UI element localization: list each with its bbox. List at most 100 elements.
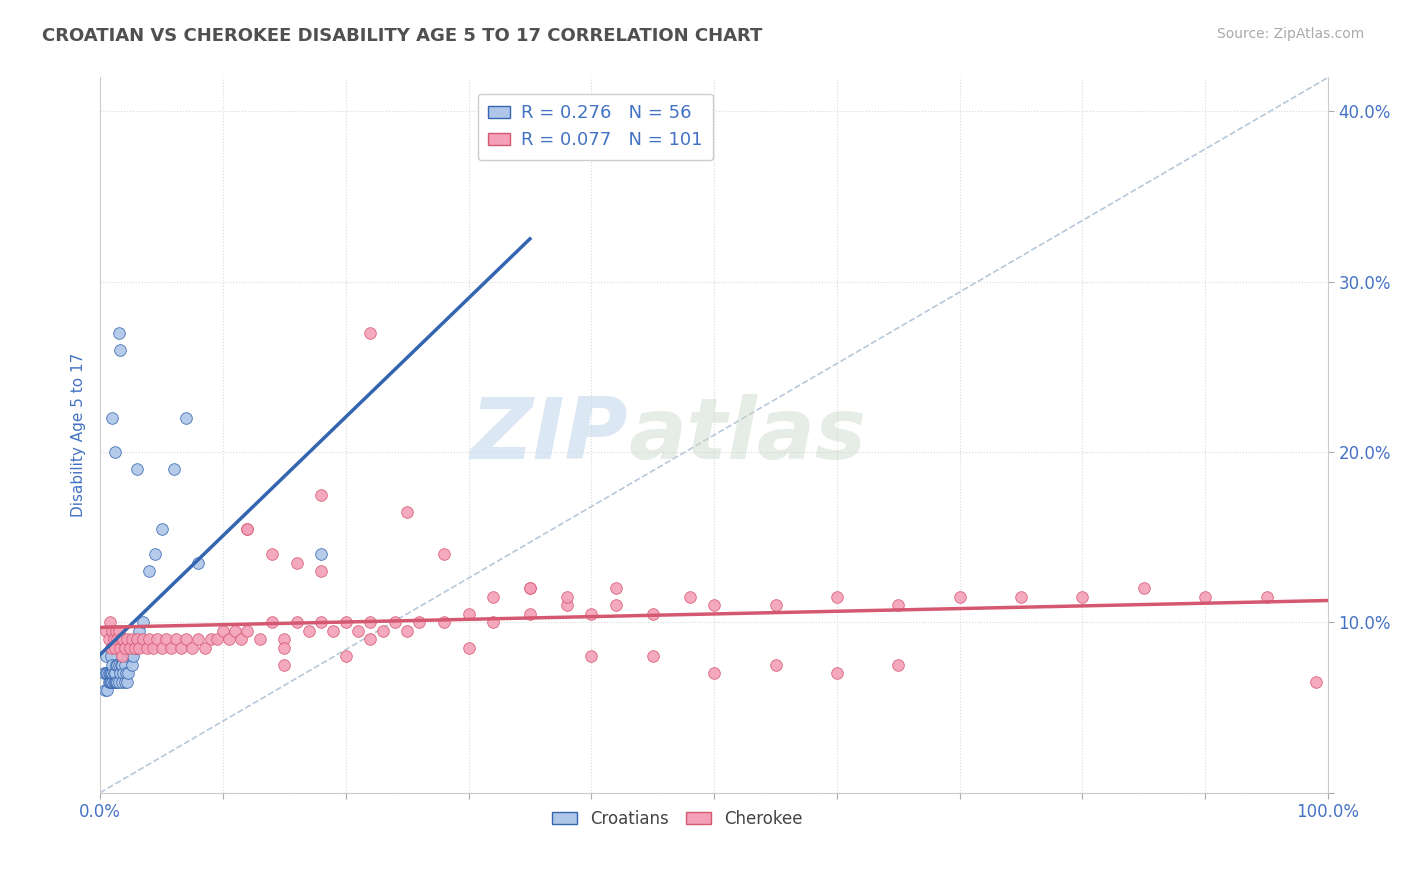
Point — [101, 675, 124, 690]
Point — [138, 564, 160, 578]
Point — [519, 582, 541, 596]
Point — [104, 445, 127, 459]
Point — [482, 590, 505, 604]
Point — [150, 522, 173, 536]
Point — [285, 556, 308, 570]
Point — [165, 632, 187, 647]
Point — [96, 666, 118, 681]
Point — [1256, 590, 1278, 604]
Point — [145, 547, 167, 561]
Point — [555, 599, 578, 613]
Point — [273, 632, 295, 647]
Point — [107, 624, 129, 638]
Point — [887, 657, 910, 672]
Point — [100, 666, 122, 681]
Point — [433, 615, 456, 630]
Point — [101, 666, 124, 681]
Point — [298, 624, 321, 638]
Point — [135, 640, 157, 655]
Point — [212, 624, 235, 638]
Point — [96, 683, 118, 698]
Point — [309, 615, 332, 630]
Point — [124, 640, 146, 655]
Point — [371, 624, 394, 638]
Point — [236, 522, 259, 536]
Point — [174, 411, 197, 425]
Point — [581, 649, 603, 664]
Point — [396, 505, 419, 519]
Point — [105, 657, 128, 672]
Point — [309, 547, 332, 561]
Point — [103, 632, 125, 647]
Point — [97, 675, 120, 690]
Point — [555, 590, 578, 604]
Point — [101, 411, 124, 425]
Point — [112, 632, 135, 647]
Point — [1071, 590, 1094, 604]
Point — [273, 657, 295, 672]
Point — [482, 615, 505, 630]
Point — [105, 624, 128, 638]
Point — [160, 640, 183, 655]
Point — [457, 640, 479, 655]
Point — [122, 649, 145, 664]
Point — [112, 666, 135, 681]
Point — [231, 632, 253, 647]
Point — [104, 675, 127, 690]
Point — [125, 632, 148, 647]
Point — [249, 632, 271, 647]
Point — [97, 632, 120, 647]
Point — [205, 632, 228, 647]
Point — [101, 624, 124, 638]
Point — [108, 666, 131, 681]
Point — [98, 675, 121, 690]
Point — [359, 632, 381, 647]
Point — [121, 657, 143, 672]
Point — [309, 564, 332, 578]
Point — [273, 640, 295, 655]
Point — [100, 640, 122, 655]
Point — [236, 522, 259, 536]
Point — [519, 582, 541, 596]
Point — [98, 615, 121, 630]
Point — [117, 666, 139, 681]
Point — [163, 462, 186, 476]
Point — [108, 640, 131, 655]
Point — [108, 343, 131, 357]
Point — [678, 590, 700, 604]
Point — [115, 632, 138, 647]
Point — [114, 640, 136, 655]
Y-axis label: Disability Age 5 to 17: Disability Age 5 to 17 — [72, 353, 86, 517]
Point — [105, 675, 128, 690]
Point — [641, 607, 664, 621]
Point — [200, 632, 222, 647]
Point — [114, 675, 136, 690]
Point — [124, 640, 146, 655]
Point — [309, 488, 332, 502]
Point — [107, 657, 129, 672]
Point — [128, 640, 150, 655]
Point — [110, 632, 132, 647]
Point — [96, 666, 118, 681]
Point — [105, 632, 128, 647]
Text: CROATIAN VS CHEROKEE DISABILITY AGE 5 TO 17 CORRELATION CHART: CROATIAN VS CHEROKEE DISABILITY AGE 5 TO… — [42, 27, 762, 45]
Point — [887, 599, 910, 613]
Point — [396, 624, 419, 638]
Point — [1194, 590, 1216, 604]
Point — [125, 632, 148, 647]
Point — [97, 666, 120, 681]
Point — [96, 649, 118, 664]
Point — [347, 624, 370, 638]
Point — [1305, 675, 1327, 690]
Point — [703, 599, 725, 613]
Point — [111, 657, 134, 672]
Point — [457, 607, 479, 621]
Point — [118, 640, 141, 655]
Point — [224, 624, 246, 638]
Point — [322, 624, 344, 638]
Point — [236, 624, 259, 638]
Point — [145, 632, 167, 647]
Point — [581, 607, 603, 621]
Point — [335, 649, 357, 664]
Point — [94, 683, 117, 698]
